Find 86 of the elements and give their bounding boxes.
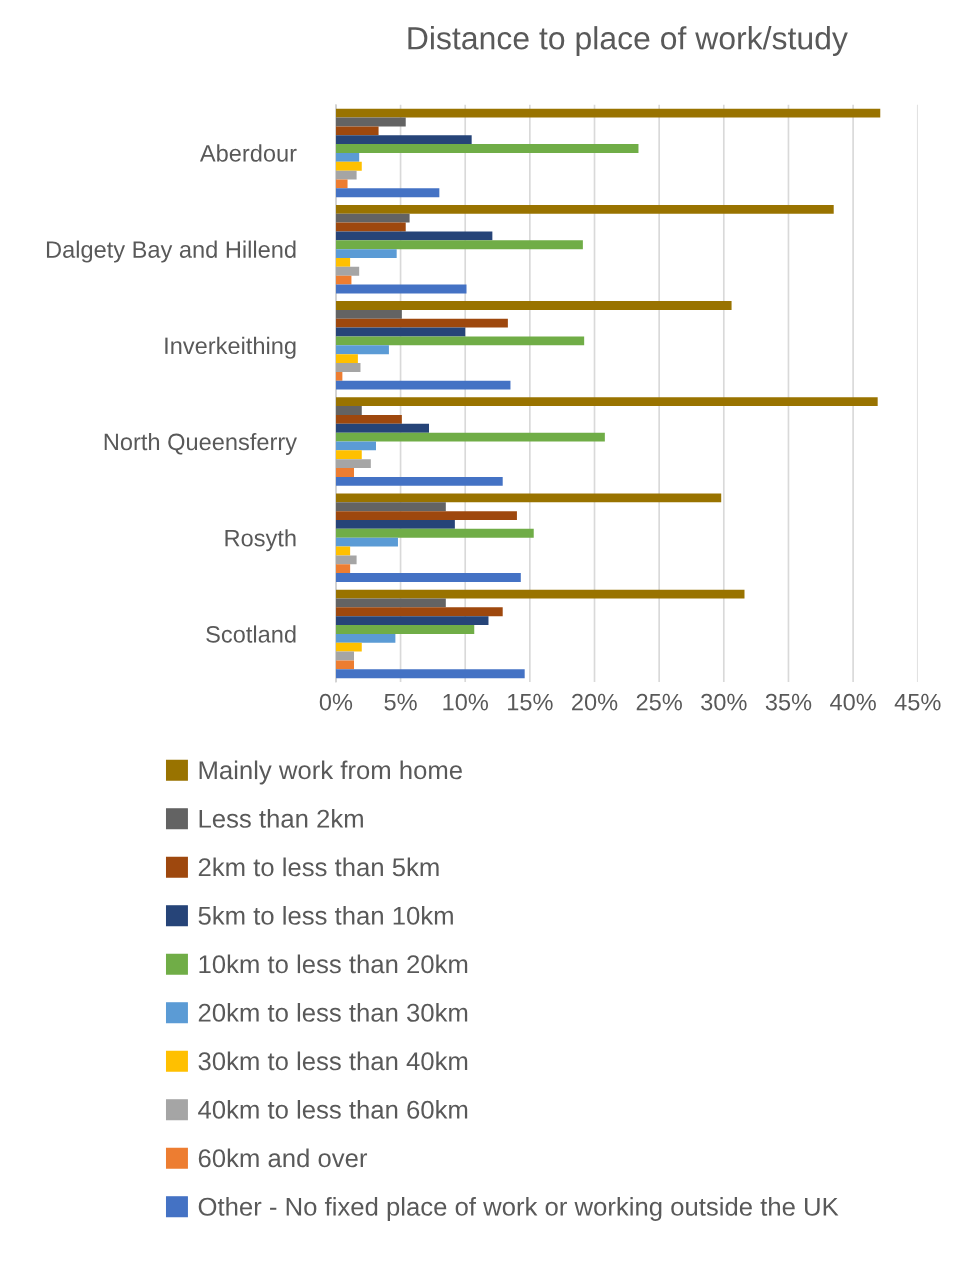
- legend-label: 10km to less than 20km: [199, 954, 468, 974]
- bar: [335, 380, 511, 390]
- bar: [335, 607, 503, 617]
- legend-label: 5km to less than 10km: [198, 905, 453, 925]
- bar: [335, 188, 440, 198]
- bar: [335, 327, 466, 337]
- bar: [335, 573, 521, 582]
- bar: [335, 179, 348, 189]
- legend-label: Other - No fixed place of work or working outside the UK: [198, 1196, 839, 1221]
- legend-label: Less than 2km: [199, 808, 363, 828]
- bar: [335, 222, 406, 232]
- bar: [335, 126, 379, 136]
- bar: [335, 502, 446, 512]
- y-tick-label: Aberdour: [199, 144, 297, 162]
- y-tick-label: North Queensferry: [104, 432, 297, 455]
- bar: [335, 144, 639, 153]
- bar: [335, 336, 585, 346]
- x-tick-label: 25%: [636, 693, 682, 711]
- bar: [335, 231, 493, 241]
- bar: [335, 476, 503, 486]
- bar: [335, 318, 508, 328]
- legend-label: 40km to less than 60km: [198, 1099, 468, 1119]
- bar: [335, 354, 358, 364]
- bar: [335, 135, 472, 145]
- legend-label: 60km and over: [198, 1148, 368, 1168]
- legend-label: Mainly work from home: [199, 760, 462, 785]
- x-tick-label: 35%: [765, 693, 812, 711]
- bar: [335, 669, 525, 679]
- y-tick-label: Rosyth: [225, 529, 296, 552]
- x-tick-label: 20%: [572, 693, 618, 711]
- bar: [335, 414, 402, 424]
- bar: [335, 213, 410, 223]
- x-tick-label: 40%: [830, 693, 876, 711]
- bar: [335, 520, 455, 529]
- bar: [335, 275, 352, 285]
- bar: [335, 204, 834, 214]
- bar: [335, 363, 361, 372]
- legend-label: 2km to less than 5km: [198, 857, 439, 877]
- bar: [335, 493, 722, 503]
- x-tick-label: 15%: [508, 693, 553, 711]
- bar: [335, 598, 446, 608]
- bar: [335, 406, 362, 415]
- bar: [335, 284, 467, 294]
- bar: [335, 345, 389, 355]
- bar: [335, 257, 351, 267]
- y-tick-label: Inverkeithing: [165, 336, 296, 359]
- bar: [335, 537, 398, 547]
- bar: [335, 625, 475, 634]
- x-tick-label: 45%: [894, 693, 941, 711]
- bar: [335, 240, 583, 250]
- legend-label: 20km to less than 30km: [198, 1002, 468, 1022]
- bar: [335, 108, 881, 118]
- bar: [335, 642, 362, 652]
- bar: [335, 651, 355, 661]
- bar: [335, 450, 362, 460]
- bar: [335, 616, 489, 626]
- chart-title: Distance to place of work/study: [408, 26, 848, 56]
- x-tick-label: 0%: [319, 693, 353, 711]
- bar: [335, 397, 878, 407]
- bar: [335, 459, 371, 469]
- x-tick-label: 30%: [701, 693, 747, 711]
- x-tick-label: 5%: [384, 693, 417, 711]
- bar: [335, 161, 362, 171]
- bar: [335, 423, 429, 433]
- bar: [335, 589, 745, 599]
- bar: [335, 249, 397, 258]
- legend-label: 30km to less than 40km: [198, 1051, 468, 1071]
- bar: [335, 564, 351, 574]
- bar: [335, 170, 357, 180]
- bar: [335, 528, 534, 538]
- bar: [335, 511, 517, 521]
- bar: [335, 432, 605, 442]
- bar: [335, 633, 396, 643]
- bar: [335, 117, 406, 127]
- bar: [335, 266, 360, 276]
- x-tick-label: 10%: [443, 693, 488, 711]
- bar: [335, 301, 732, 310]
- bar: [335, 468, 355, 477]
- bar: [335, 152, 360, 162]
- y-tick-label: Scotland: [206, 625, 296, 643]
- bar: [335, 371, 343, 381]
- bar: [335, 660, 355, 670]
- bar: [335, 555, 357, 565]
- bar: [335, 309, 402, 319]
- bar: [335, 441, 376, 451]
- y-tick-label: Dalgety Bay and Hillend: [46, 240, 296, 263]
